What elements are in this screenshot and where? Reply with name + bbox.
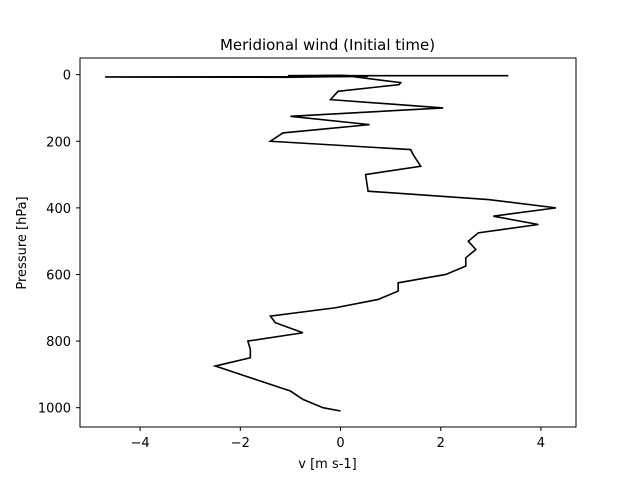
plot-layer	[105, 74, 557, 412]
x-tick-label: −4	[131, 436, 150, 451]
x-tick-label: −2	[231, 436, 250, 451]
plot-frame	[79, 57, 577, 428]
y-tick-label: 800	[46, 335, 71, 350]
x-tick-label: 0	[336, 436, 344, 451]
y-tick-label: 1000	[38, 402, 71, 417]
series-line	[105, 74, 557, 412]
y-tick-label: 0	[63, 69, 71, 84]
y-tick-label: 600	[46, 268, 71, 283]
y-axis-label: Pressure [hPa]	[15, 196, 30, 289]
y-tick-label: 200	[46, 135, 71, 150]
y-tick-label: 400	[46, 202, 71, 217]
x-tick-label: 4	[537, 436, 545, 451]
x-axis-label: v [m s-1]	[298, 457, 357, 472]
ticks-layer: −4 −2 0 2 4 0 200 400 600 800 1000	[38, 69, 545, 451]
chart-title: Meridional wind (Initial time)	[220, 36, 435, 54]
x-tick-label: 2	[437, 436, 445, 451]
